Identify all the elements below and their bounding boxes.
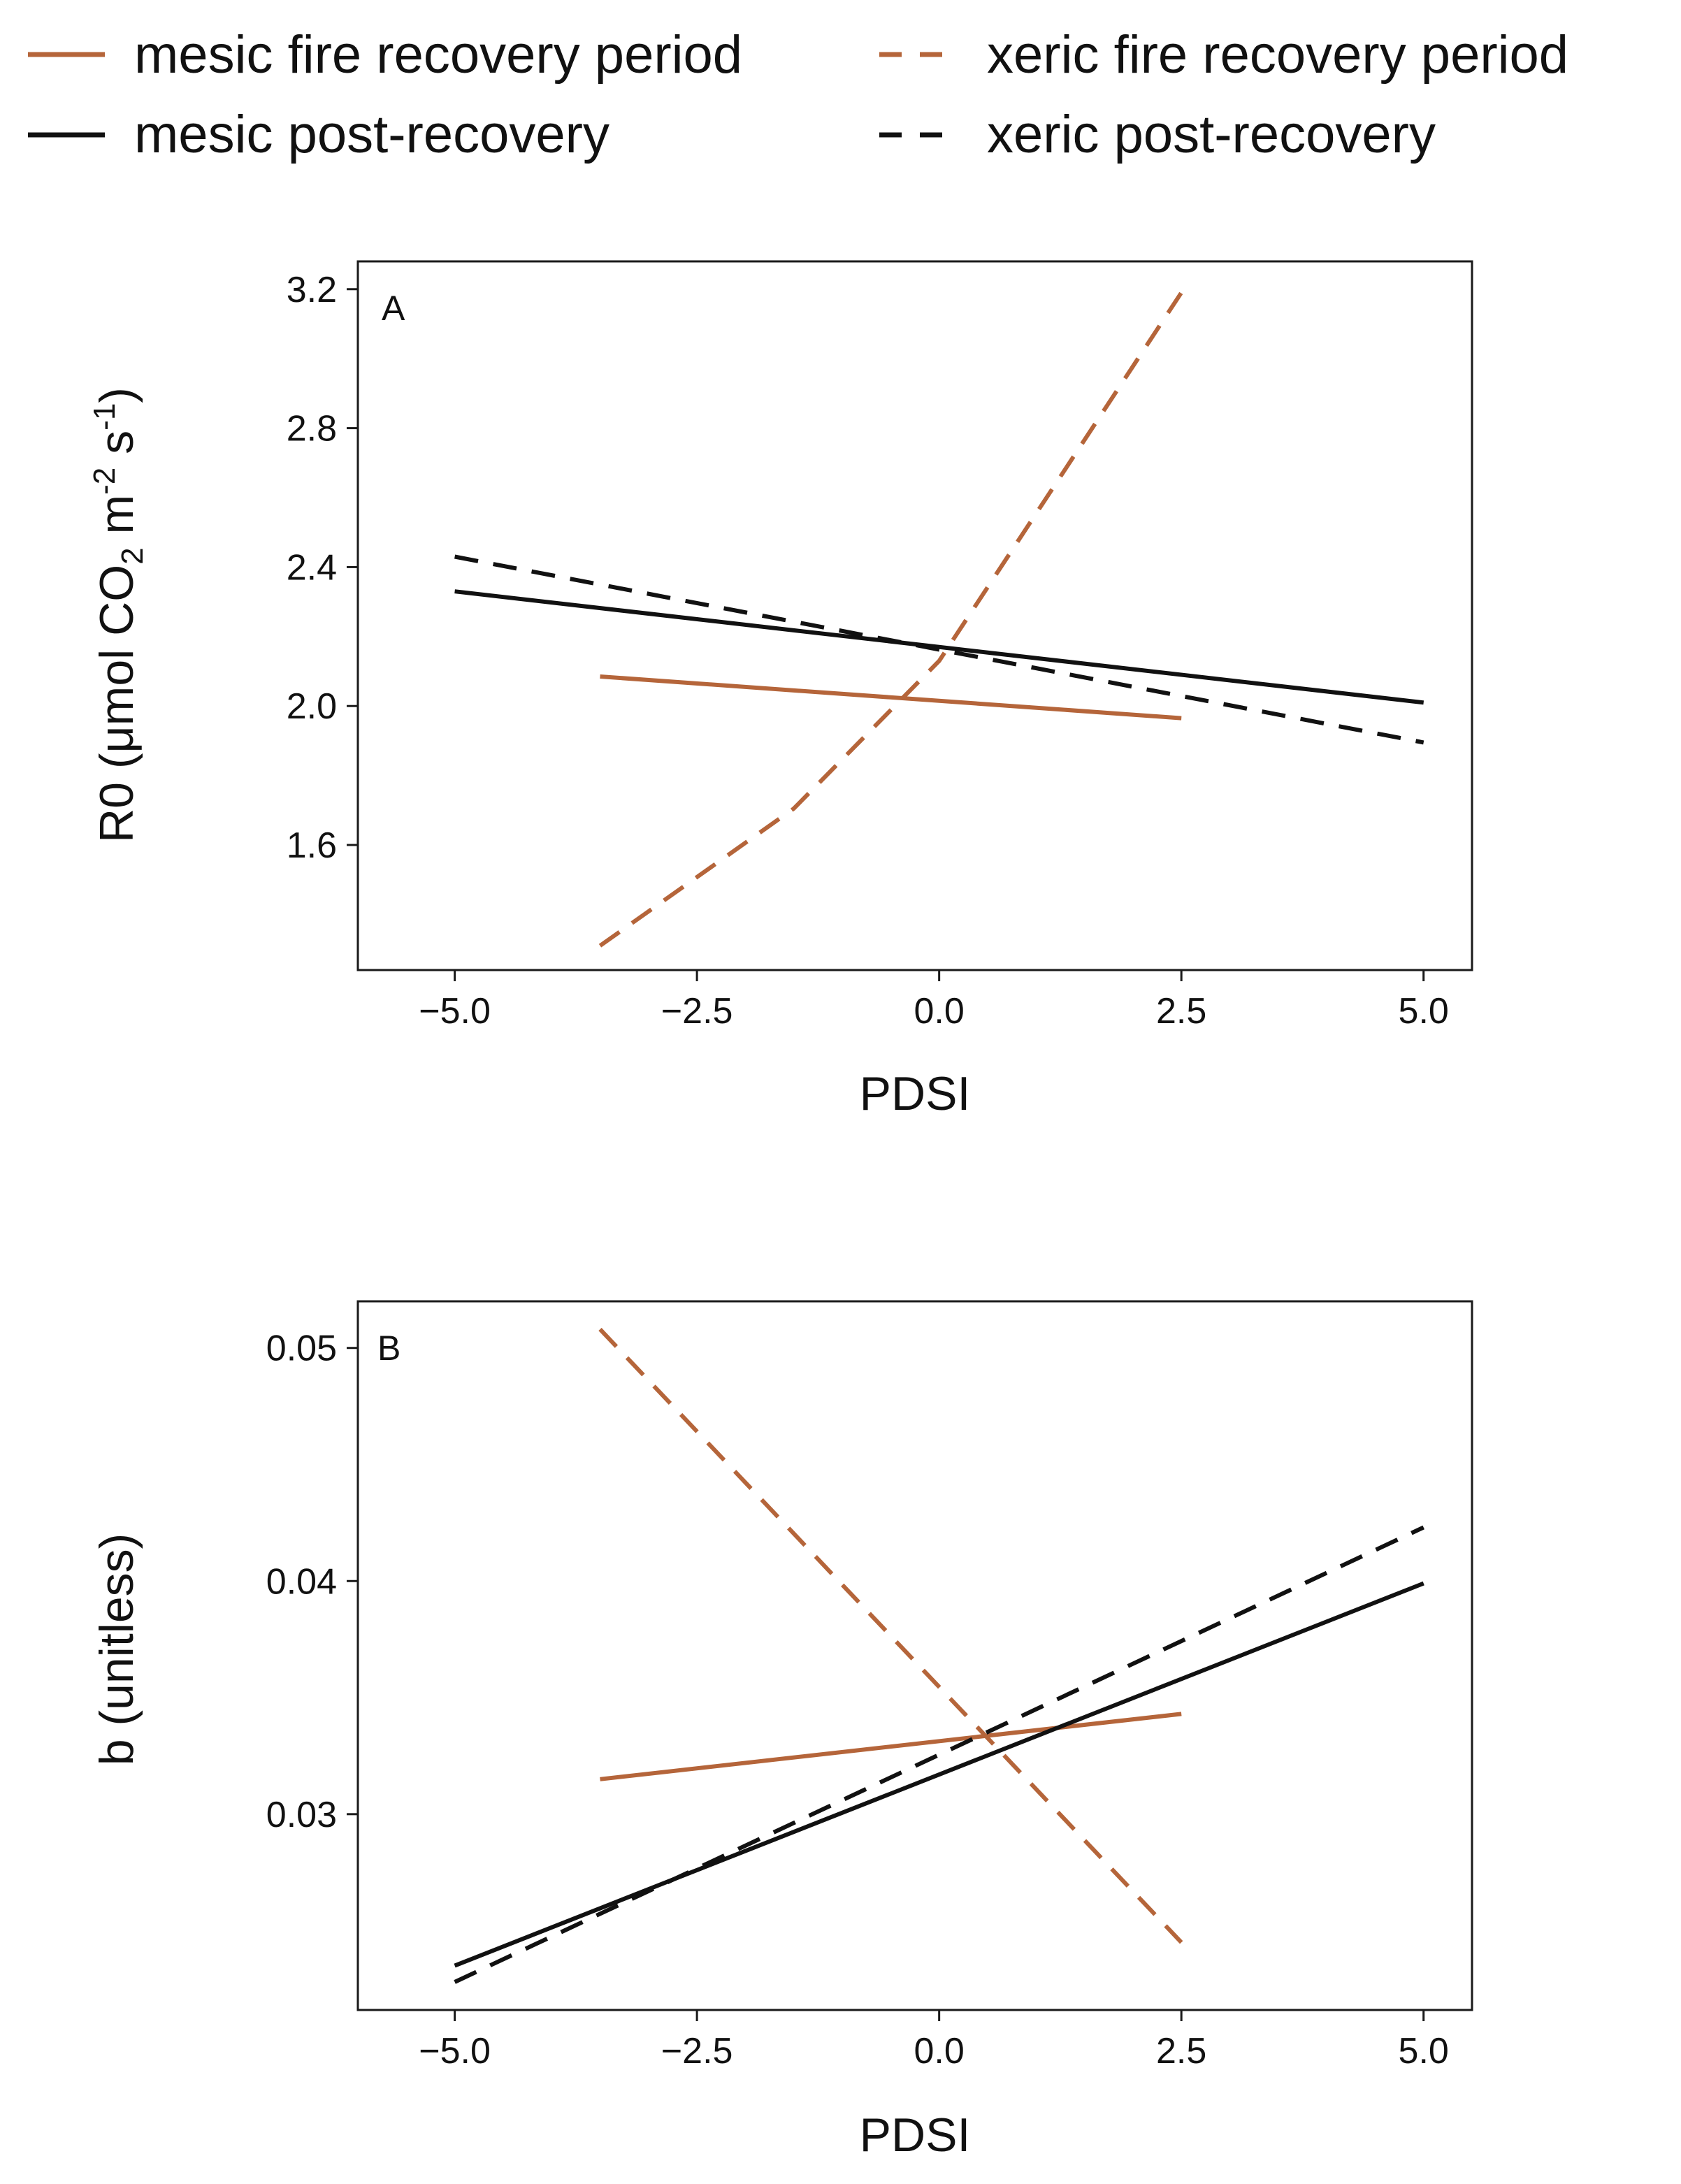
panel-a: A −5.0 −2.5 0.0 2.5 5.0 1.6 2.0 2.4 2.8 3.2 PDSI…	[87, 260, 1473, 1120]
panel-b-line-xeric-post	[454, 1525, 1424, 1984]
panel-b-series	[454, 1327, 1424, 1984]
legend-item-xeric-post: xeric post-recovery	[879, 105, 1436, 164]
legend: mesic fire recovery period xeric fire re…	[28, 25, 1568, 164]
panel-a-x-tick-label: −2.5	[661, 991, 733, 1032]
panel-b-x-tick-label: 5.0	[1399, 2031, 1449, 2071]
panel-a-y-tick-label: 2.8	[287, 409, 337, 449]
panel-b-x-tick-label: 0.0	[914, 2031, 965, 2071]
panel-a-x-tick-label: −5.0	[419, 991, 491, 1032]
panel-a-y-tick-label: 3.2	[287, 270, 337, 310]
panel-b-x-title: PDSI	[860, 2109, 971, 2162]
panel-a-line-xeric-fire	[598, 291, 1183, 948]
panel-a-line-mesic-fire	[600, 674, 1182, 721]
panel-a-y-title-end: )	[90, 387, 143, 403]
legend-label-xeric-fire: xeric fire recovery period	[987, 25, 1568, 85]
legend-label-mesic-fire: mesic fire recovery period	[134, 25, 742, 85]
panel-b-x-axis: −5.0 −2.5 0.0 2.5 5.0	[419, 2010, 1449, 2071]
panel-b-y-tick-label: 0.05	[266, 1329, 337, 1369]
panel-a-y-tick-label: 1.6	[287, 825, 337, 866]
panel-a-y-title-sup1: -2	[87, 468, 122, 495]
panel-b-x-tick-label: −2.5	[661, 2031, 733, 2071]
legend-item-mesic-fire: mesic fire recovery period	[28, 25, 742, 85]
panel-a-x-tick-label: 2.5	[1156, 991, 1206, 1032]
panel-a-y-title-mid: m	[90, 495, 143, 548]
panel-b-label: B	[377, 1329, 401, 1368]
panel-b-y-tick-label: 0.04	[266, 1561, 337, 1602]
legend-item-xeric-fire: xeric fire recovery period	[879, 25, 1568, 85]
panel-a-x-tick-label: 5.0	[1399, 991, 1449, 1032]
panel-a-label: A	[382, 289, 405, 328]
panel-a-frame	[356, 260, 1473, 971]
panel-a-y-title: R0 (μmol CO2 m-2 s-1)	[87, 387, 150, 843]
legend-label-xeric-post: xeric post-recovery	[987, 105, 1436, 164]
panel-a-x-title: PDSI	[860, 1067, 971, 1120]
panel-a-x-axis: −5.0 −2.5 0.0 2.5 5.0	[419, 970, 1449, 1032]
panel-b-y-axis: 0.03 0.04 0.05	[266, 1329, 358, 1835]
panel-a-line-mesic-post	[454, 589, 1424, 705]
panel-b-line-mesic-fire	[600, 1712, 1182, 1781]
panel-a-y-title-main: R0 (μmol CO	[90, 565, 143, 843]
panel-b-line-xeric-fire	[598, 1327, 1183, 1944]
panel-a-line-xeric-post	[454, 554, 1424, 745]
panel-a-series	[454, 291, 1424, 948]
panel-b: B −5.0 −2.5 0.0 2.5 5.0 0.03 0.04 0.05 PDSI b …	[90, 1300, 1473, 2162]
panel-a-y-tick-label: 2.0	[287, 686, 337, 727]
panel-a-y-title-sub: 2	[115, 547, 150, 564]
panel-a-y-axis: 1.6 2.0 2.4 2.8 3.2	[287, 270, 358, 866]
panel-a-y-title-tail: s	[90, 431, 143, 468]
panel-b-line-mesic-post	[454, 1581, 1424, 1968]
legend-label-mesic-post: mesic post-recovery	[134, 105, 609, 164]
panel-b-y-tick-label: 0.03	[266, 1795, 337, 1835]
panel-b-frame	[356, 1300, 1473, 2011]
panel-b-y-title: b (unitless)	[90, 1533, 143, 1766]
panel-a-x-tick-label: 0.0	[914, 991, 965, 1032]
panel-b-x-tick-label: −5.0	[419, 2031, 491, 2071]
legend-item-mesic-post: mesic post-recovery	[28, 105, 609, 164]
panel-b-x-tick-label: 2.5	[1156, 2031, 1206, 2071]
panel-a-y-tick-label: 2.4	[287, 547, 337, 588]
panel-a-y-title-sup2: -1	[87, 403, 122, 431]
